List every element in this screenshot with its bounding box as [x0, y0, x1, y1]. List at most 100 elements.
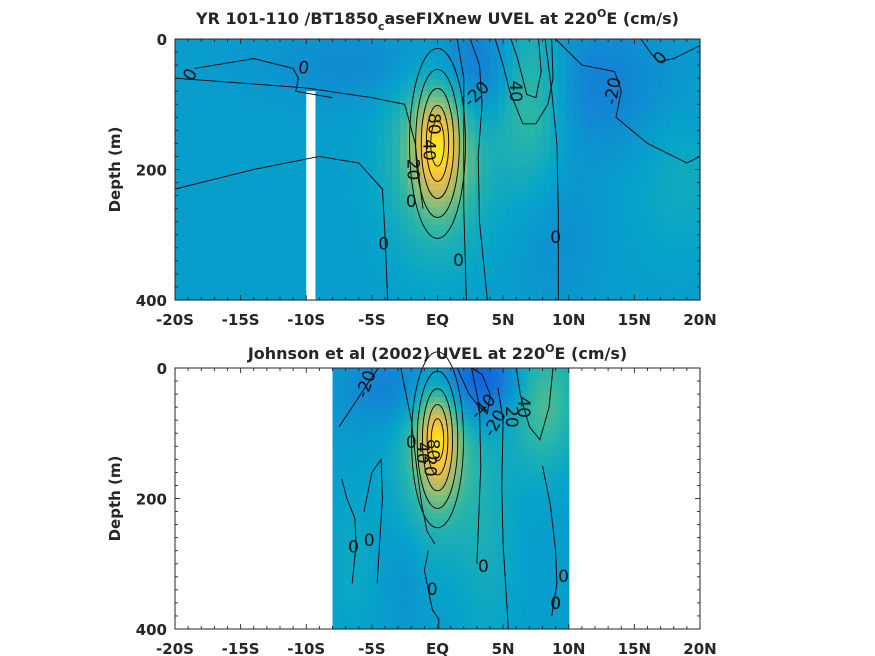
field-cell [587, 195, 596, 202]
field-cell [393, 553, 398, 560]
field-cell [647, 114, 656, 121]
field-cell [302, 73, 311, 81]
field-cell [447, 536, 452, 543]
field-cell [317, 218, 326, 226]
field-cell [416, 547, 421, 555]
field-cell [227, 189, 236, 197]
field-cell [423, 437, 428, 444]
field-cell [373, 536, 377, 543]
field-cell [467, 166, 476, 173]
field-cell [250, 131, 259, 139]
field-cell [385, 79, 394, 86]
field-cell [369, 455, 374, 462]
field-cell [190, 166, 199, 173]
field-cell [430, 368, 435, 375]
field-cell [370, 178, 379, 185]
field-cell [410, 437, 415, 444]
field-cell [396, 449, 401, 456]
field-cell [352, 536, 357, 543]
field-cell [647, 137, 656, 144]
field-cell [287, 288, 296, 295]
field-cell [445, 213, 454, 220]
field-cell [482, 143, 491, 150]
field-cell [670, 108, 679, 115]
field-cell [220, 39, 229, 46]
field-cell [610, 247, 619, 255]
field-cell [376, 542, 381, 549]
field-cell [370, 213, 379, 220]
field-cell [370, 85, 379, 92]
field-cell [362, 542, 367, 549]
field-cell [332, 294, 341, 301]
field-cell [662, 172, 671, 179]
field-cell [422, 236, 431, 243]
field-cell [692, 97, 701, 104]
field-cell [347, 56, 356, 63]
field-cell [617, 102, 626, 110]
field-cell [352, 495, 357, 502]
field-cell [376, 391, 381, 398]
field-cell [362, 236, 371, 243]
field-cell [512, 259, 521, 266]
field-cell [265, 271, 274, 278]
field-cell [287, 137, 296, 144]
field-cell [280, 247, 289, 255]
field-cell [190, 108, 199, 115]
field-cell [410, 518, 415, 526]
field-cell [406, 623, 411, 630]
title-end: E (cm/s) [606, 9, 679, 28]
field-cell [265, 91, 274, 98]
field-cell [452, 242, 461, 249]
field-cell [647, 91, 656, 98]
field-cell [175, 62, 184, 69]
field-cell [332, 542, 337, 549]
field-cell [370, 56, 379, 63]
field-cell [445, 288, 454, 295]
field-cell [250, 207, 259, 214]
field-cell [467, 160, 476, 168]
field-cell [445, 114, 454, 121]
field-cell [190, 236, 199, 243]
field-cell [389, 530, 394, 537]
field-cell [440, 501, 445, 508]
field-cell [443, 449, 448, 456]
field-cell [670, 102, 679, 110]
field-cell [376, 518, 381, 526]
field-cell [265, 184, 274, 191]
field-cell [565, 44, 574, 52]
field-cell [250, 195, 259, 202]
field-cell [366, 484, 371, 491]
field-cell [362, 524, 367, 531]
field-cell [490, 242, 499, 249]
field-cell [340, 294, 349, 301]
field-cell [182, 126, 191, 133]
field-cell [420, 368, 425, 375]
field-cell [677, 236, 686, 243]
field-cell [383, 426, 388, 433]
field-cell [205, 68, 214, 75]
field-cell [447, 431, 452, 439]
field-cell [647, 195, 656, 202]
field-cell [527, 91, 536, 98]
field-cell [602, 282, 611, 289]
x-tick-label: 10N [552, 311, 585, 329]
field-cell [182, 62, 191, 69]
field-cell [400, 50, 409, 57]
field-cell [376, 449, 381, 456]
field-cell [557, 79, 566, 86]
field-cell [565, 79, 574, 86]
field-cell [220, 242, 229, 249]
field-cell [427, 437, 431, 444]
field-cell [497, 282, 506, 289]
field-cell [175, 172, 184, 179]
field-cell [317, 265, 326, 272]
field-cell [512, 50, 521, 57]
field-cell [430, 131, 439, 139]
field-cell [325, 73, 334, 81]
field-cell [342, 379, 347, 386]
field-cell [302, 56, 311, 63]
field-cell [356, 495, 361, 502]
field-cell [212, 73, 221, 81]
field-cell [587, 276, 596, 284]
